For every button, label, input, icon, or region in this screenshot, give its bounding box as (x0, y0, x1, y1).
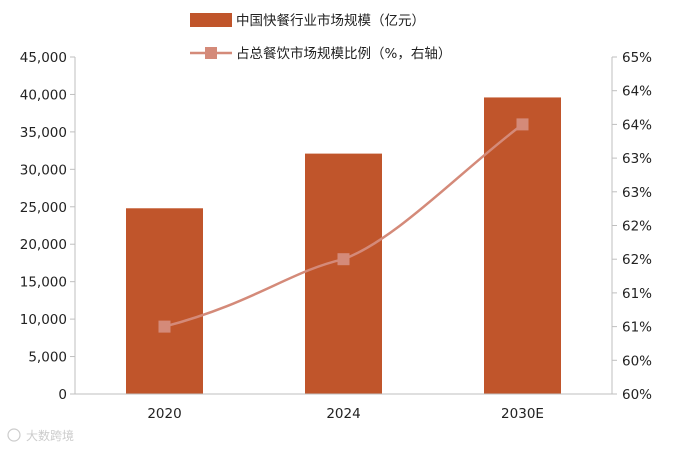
legend-bar-swatch (190, 13, 232, 27)
right-tick-label: 64% (622, 117, 652, 133)
x-tick-label: 2024 (326, 406, 360, 422)
left-tick-label: 25,000 (20, 200, 67, 216)
left-y-axis: 0 5,000 10,000 15,000 20,000 25,000 30,000 35,0… (20, 50, 76, 403)
left-tick-label: 40,000 (20, 87, 67, 103)
right-tick-label: 61% (622, 286, 652, 302)
left-tick-label: 0 (58, 387, 67, 403)
x-axis: 2020 2024 2030E (75, 393, 612, 422)
right-tick-label: 65% (622, 50, 652, 66)
legend-line-marker (205, 47, 217, 59)
bar-2030E (484, 97, 561, 394)
legend-line-label: 占总餐饮市场规模比例（%，右轴） (236, 45, 451, 62)
watermark: 大数跨境 (7, 428, 74, 443)
left-tick-label: 10,000 (20, 312, 67, 328)
chart-legend: 中国快餐行业市场规模（亿元） 占总餐饮市场规模比例（%，右轴） (190, 12, 451, 62)
right-tick-label: 63% (622, 185, 652, 201)
right-tick-label: 62% (622, 252, 652, 268)
right-tick-label: 60% (622, 353, 652, 369)
left-tick-label: 35,000 (20, 125, 67, 141)
right-tick-label: 62% (622, 219, 652, 235)
left-tick-label: 15,000 (20, 275, 67, 291)
left-tick-label: 30,000 (20, 162, 67, 178)
x-tick-label: 2020 (147, 406, 181, 422)
ratio-marker-2024 (337, 253, 350, 266)
x-tick-label: 2030E (501, 406, 544, 422)
plot-area (126, 97, 561, 394)
watermark-logo-icon (7, 428, 21, 442)
bar-2024 (305, 153, 382, 394)
right-tick-label: 63% (622, 151, 652, 167)
watermark-text: 大数跨境 (26, 428, 74, 443)
bar-2020 (126, 208, 203, 394)
ratio-marker-2020 (158, 320, 171, 333)
right-y-axis: 60% 60% 61% 61% 62% 62% 63% 63% 64% 64% 65% (611, 50, 652, 403)
ratio-marker-2030E (516, 118, 529, 131)
right-tick-label: 60% (622, 387, 652, 403)
left-tick-label: 45,000 (20, 50, 67, 66)
legend-bar-label: 中国快餐行业市场规模（亿元） (236, 12, 425, 29)
left-tick-label: 20,000 (20, 237, 67, 253)
left-tick-label: 5,000 (28, 350, 67, 366)
right-tick-label: 64% (622, 84, 652, 100)
right-tick-label: 61% (622, 320, 652, 336)
